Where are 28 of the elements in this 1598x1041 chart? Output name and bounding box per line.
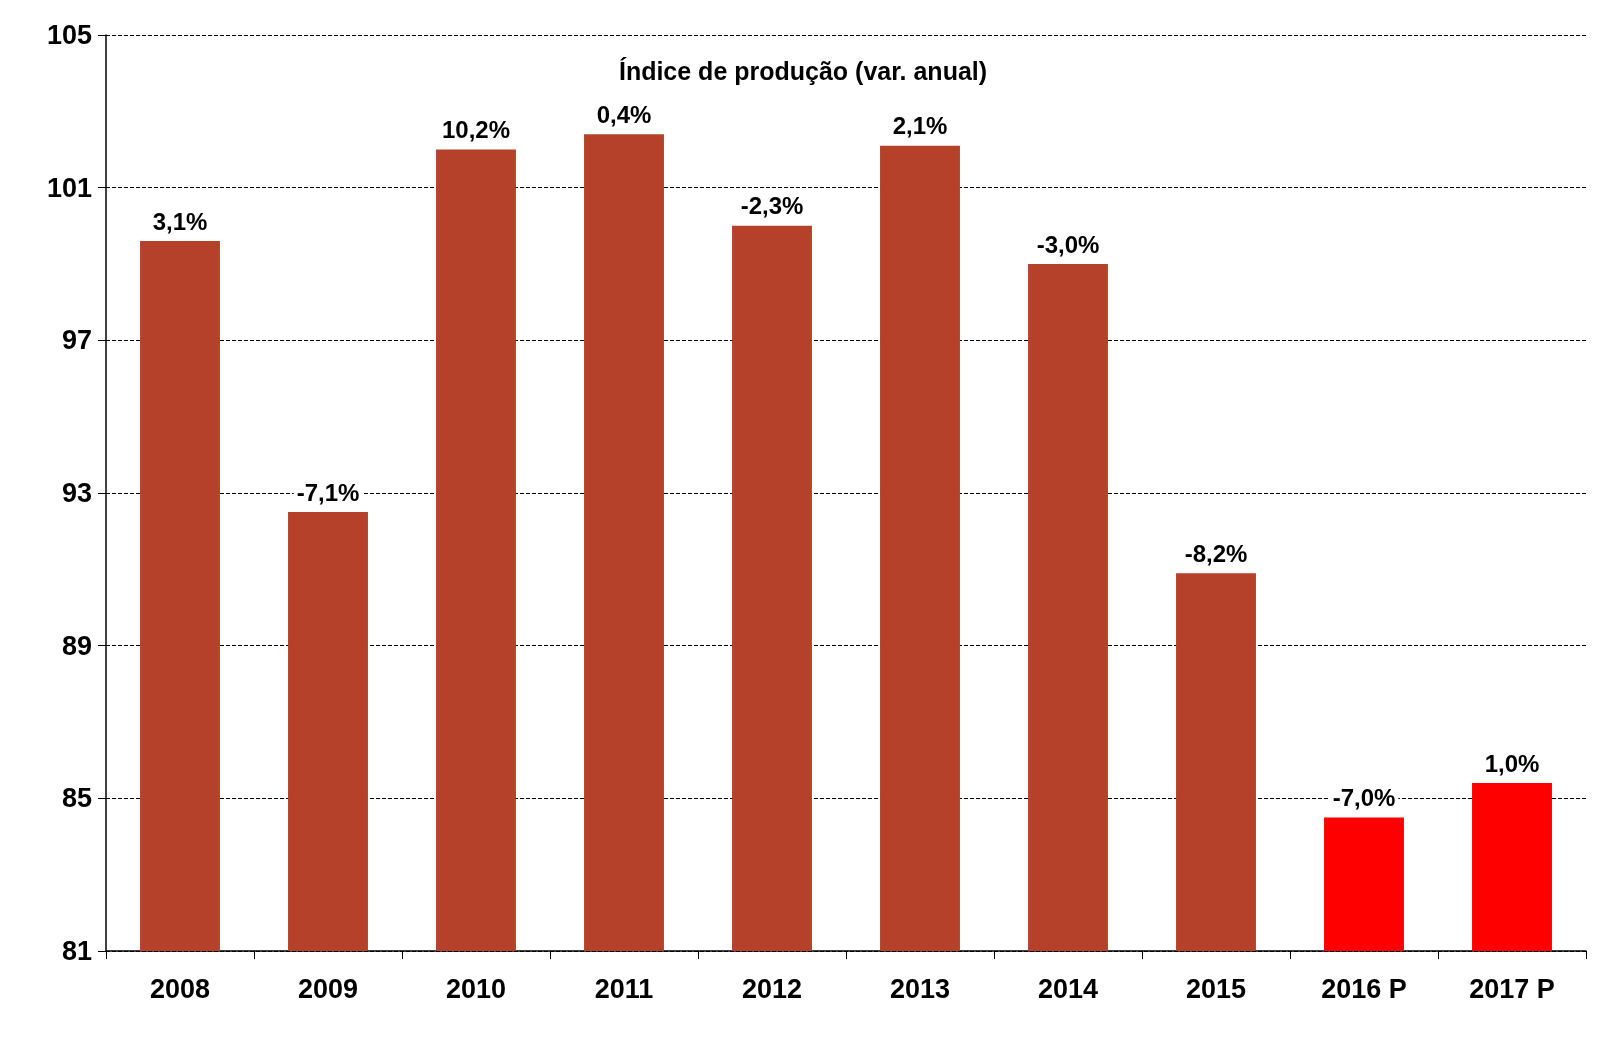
annotation: -8,2%: [1184, 539, 1248, 567]
x-tick-label: 2014: [1037, 973, 1099, 1004]
annotation: -7,1%: [296, 478, 360, 506]
x-tick-label: 2015: [1185, 973, 1247, 1004]
y-tick-label: 81: [61, 936, 92, 966]
x-tick-label: 2009: [297, 973, 359, 1004]
x-tick-label: 2008: [149, 973, 211, 1004]
annotation: 2,1%: [892, 112, 948, 140]
annotation: -3,0%: [1036, 230, 1100, 258]
annotation: 1,0%: [1484, 749, 1540, 777]
x-tick-label: 2013: [889, 973, 951, 1004]
annotation: 3,1%: [152, 207, 208, 235]
y-tick-label: 101: [46, 172, 92, 203]
y-tick-label: 97: [61, 325, 92, 356]
x-tick-label: 2012: [741, 973, 803, 1004]
y-tick-label: 89: [61, 630, 92, 661]
y-tick-label: 93: [61, 478, 92, 508]
x-tick-label: 2017 P: [1469, 973, 1555, 1004]
y-tick-label: 85: [61, 783, 92, 814]
annotation: -2,3%: [740, 192, 804, 220]
x-tick-label: 2011: [594, 973, 654, 1004]
annotation: 0,4%: [596, 100, 652, 128]
y-tick-label: 105: [46, 20, 92, 50]
x-tick-label: 2016 P: [1321, 973, 1407, 1004]
x-tick-label: 2010: [445, 973, 507, 1004]
text: Índice de produção (var. anual): [618, 56, 988, 85]
annotation: 10,2%: [441, 116, 511, 143]
annotation: -7,0%: [1332, 783, 1396, 811]
